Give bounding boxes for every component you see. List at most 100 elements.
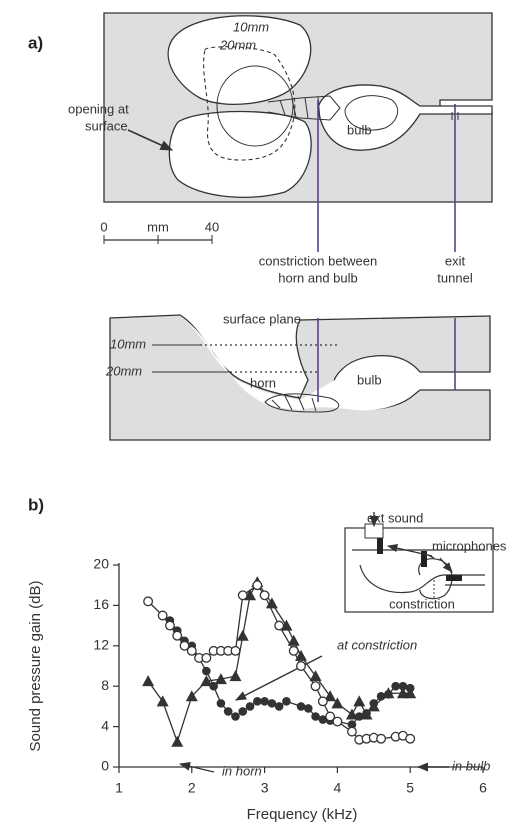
opening-label: surface (85, 118, 128, 133)
point (347, 726, 357, 737)
point (260, 697, 269, 706)
x-tick-label: 5 (406, 780, 414, 796)
point (398, 681, 408, 691)
point (171, 735, 184, 747)
annotation-arrow (235, 655, 323, 701)
top-view: 10mm 20mm opening at surface bulb 0 mm 4… (68, 12, 493, 244)
constriction-label: horn and bulb (278, 270, 358, 285)
point (245, 702, 255, 711)
opening-label: opening at (68, 101, 129, 116)
point (267, 699, 277, 708)
point (318, 715, 328, 724)
point (156, 695, 169, 707)
point (405, 733, 416, 744)
y-tick-label: 8 (101, 677, 109, 693)
point (172, 630, 183, 641)
point (231, 712, 240, 721)
constriction-label: constriction between (259, 253, 378, 268)
surface-label: surface plane (223, 311, 301, 326)
depth-label: 20mm (219, 37, 256, 52)
point (274, 620, 285, 631)
point (186, 645, 197, 656)
scale-label: 40 (205, 219, 219, 234)
point (209, 681, 218, 691)
point (317, 696, 328, 707)
point (310, 681, 321, 692)
y-tick-label: 12 (93, 637, 109, 653)
point (230, 645, 241, 656)
x-tick-label: 2 (188, 780, 196, 796)
point (265, 597, 278, 609)
annotation-arrow (178, 761, 215, 773)
point (165, 620, 175, 631)
series-label: in horn (222, 763, 262, 778)
point (324, 690, 337, 702)
x-axis-label: Frequency (kHz) (247, 806, 358, 823)
exit-label: exit (445, 253, 466, 268)
scale-label: mm (147, 219, 169, 234)
y-tick-label: 0 (101, 758, 109, 774)
bulb-label: bulb (347, 122, 372, 137)
point (236, 629, 249, 641)
point (391, 681, 400, 691)
y-tick-label: 16 (93, 596, 109, 612)
point (311, 712, 320, 721)
point (376, 733, 387, 744)
side-view: 10mm 20mm surface plane horn bulb (105, 311, 491, 441)
point (201, 652, 212, 663)
series-label: at constriction (337, 637, 417, 652)
point (288, 645, 299, 656)
panel-label: b) (28, 495, 44, 514)
y-axis-label: Sound pressure gain (dB) (27, 581, 44, 752)
point (325, 711, 336, 722)
horn-label: horn (250, 375, 276, 390)
chart: Frequency (kHz) Sound pressure gain (dB)… (27, 556, 490, 823)
y-tick-label: 20 (93, 556, 109, 572)
inset-diagram: ext sound microphones constriction (344, 510, 507, 613)
point (295, 649, 307, 661)
bulb-label: bulb (357, 372, 382, 387)
point (253, 697, 262, 706)
point (353, 695, 366, 707)
exit-label: tunnel (437, 270, 473, 285)
point (142, 675, 155, 687)
panel-label: a) (28, 33, 43, 52)
inset-label: microphones (432, 538, 507, 553)
point (229, 670, 242, 682)
point (252, 580, 263, 591)
series-label: in bulb (452, 758, 490, 773)
point (157, 610, 168, 621)
x-tick-label: 6 (479, 780, 487, 796)
point (223, 707, 233, 716)
point (331, 697, 344, 709)
point (404, 687, 417, 699)
inset-label: ext sound (367, 510, 423, 525)
point (376, 692, 386, 701)
point (303, 704, 313, 713)
point (214, 673, 227, 685)
point (384, 689, 393, 699)
inset-label: constriction (389, 596, 455, 611)
x-tick-label: 1 (115, 780, 123, 796)
depth-label: 20mm (105, 363, 142, 378)
point (237, 590, 248, 601)
point (200, 675, 213, 687)
point (216, 699, 226, 708)
point (296, 702, 306, 711)
scale-label: 0 (100, 219, 107, 234)
point (309, 670, 322, 682)
point (259, 590, 270, 601)
x-tick-label: 3 (261, 780, 269, 796)
point (296, 661, 306, 671)
point (238, 707, 248, 716)
point (179, 640, 190, 651)
point (185, 690, 198, 702)
point (202, 666, 211, 676)
x-tick-label: 4 (334, 780, 342, 796)
point (405, 683, 415, 693)
y-tick-label: 4 (101, 717, 109, 733)
point (287, 634, 300, 646)
point (369, 699, 379, 708)
